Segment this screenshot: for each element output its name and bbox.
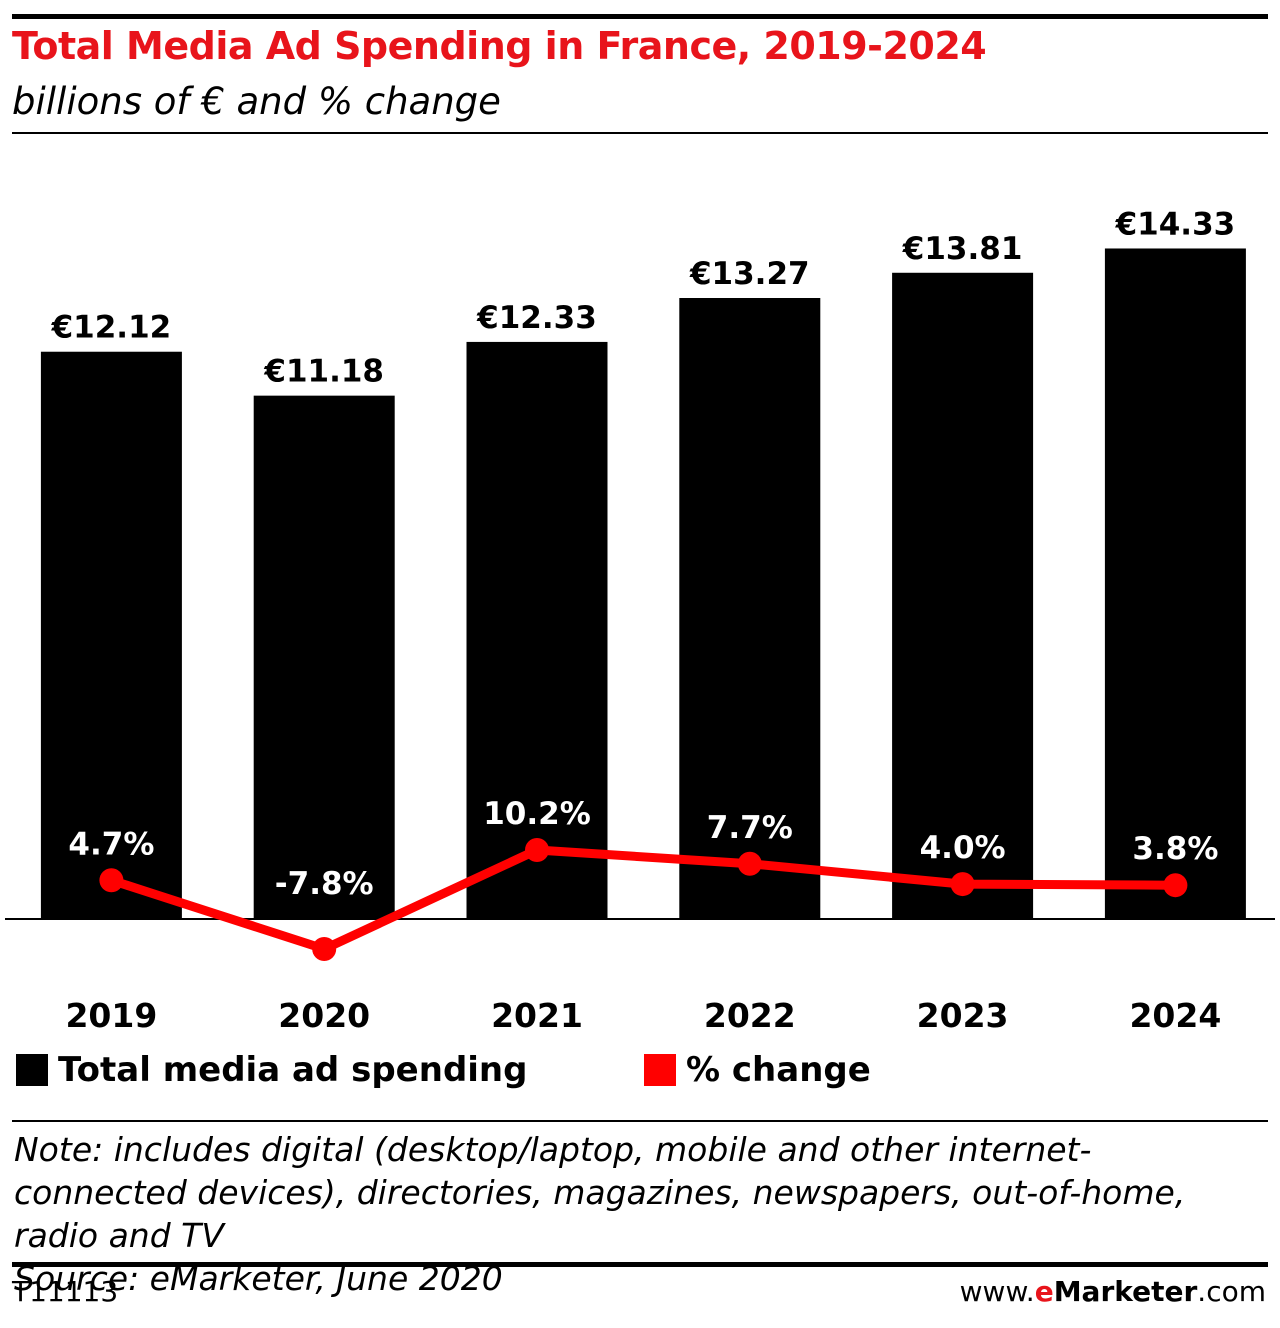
legend-line-label: % change xyxy=(686,1050,871,1090)
pct-change-point xyxy=(99,868,124,893)
pct-change-label: 7.7% xyxy=(707,810,793,846)
x-tick-label: 2024 xyxy=(1129,996,1221,1035)
pct-change-line xyxy=(110,845,1176,954)
brand-url[interactable]: www.eMarketer.com xyxy=(960,1275,1266,1308)
bar-2019 xyxy=(40,351,182,918)
bar-value-label: €11.18 xyxy=(263,354,384,390)
pct-change-point xyxy=(950,872,975,897)
footer-rule-top xyxy=(12,1120,1268,1122)
chart-note: Note: includes digital (desktop/laptop, … xyxy=(14,1128,1264,1300)
bar-2023 xyxy=(892,272,1034,918)
x-tick-label: 2022 xyxy=(704,996,796,1035)
bar-value-label: €14.33 xyxy=(1115,206,1236,242)
note-text: Note: includes digital (desktop/laptop, … xyxy=(14,1130,1186,1255)
brand-name: Marketer xyxy=(1053,1275,1198,1308)
chart-title: Total Media Ad Spending in France, 2019-… xyxy=(12,24,987,68)
pct-change-point xyxy=(737,851,762,876)
legend-line-swatch xyxy=(644,1054,676,1086)
bar-2020 xyxy=(253,395,395,918)
bar-2024 xyxy=(1104,248,1246,918)
pct-change-label: 4.0% xyxy=(920,830,1006,866)
chart-code: T11113 xyxy=(12,1275,119,1308)
chart-subtitle: billions of € and % change xyxy=(12,80,501,123)
pct-change-point xyxy=(1163,873,1188,898)
pct-change-label: 10.2% xyxy=(483,796,591,832)
bar-value-label: €13.81 xyxy=(902,231,1023,267)
bar-value-label: €12.12 xyxy=(51,310,172,346)
brand-suffix: .com xyxy=(1197,1275,1266,1308)
bar-2022 xyxy=(679,298,821,918)
brand-prefix: www. xyxy=(959,1275,1035,1308)
legend-bars-label: Total media ad spending xyxy=(58,1050,528,1090)
x-tick-label: 2020 xyxy=(278,996,370,1035)
bar-value-label: €13.27 xyxy=(689,256,810,292)
x-tick-label: 2019 xyxy=(65,996,157,1035)
brand-e: e xyxy=(1034,1275,1054,1308)
legend-line: % change xyxy=(644,1050,871,1090)
pct-change-point xyxy=(312,937,337,961)
bar-line-chart: €12.12 2019 €11.18 2020 €12.33 2021 €13.27 2022… xyxy=(5,206,1275,1035)
pct-change-label: 3.8% xyxy=(1132,831,1218,867)
pct-change-label: -7.8% xyxy=(275,866,374,902)
x-tick-label: 2021 xyxy=(491,996,583,1035)
top-rule xyxy=(12,14,1268,19)
bar-2021 xyxy=(466,341,608,918)
legend-bars: Total media ad spending xyxy=(16,1050,527,1090)
footer-rule-bottom xyxy=(12,1262,1268,1267)
legend-bars-swatch xyxy=(16,1054,48,1086)
bar-value-label: €12.33 xyxy=(476,300,597,336)
pct-change-label: 4.7% xyxy=(68,826,154,862)
header-rule xyxy=(12,132,1268,134)
pct-change-point xyxy=(525,838,549,862)
x-tick-label: 2023 xyxy=(917,996,1009,1035)
